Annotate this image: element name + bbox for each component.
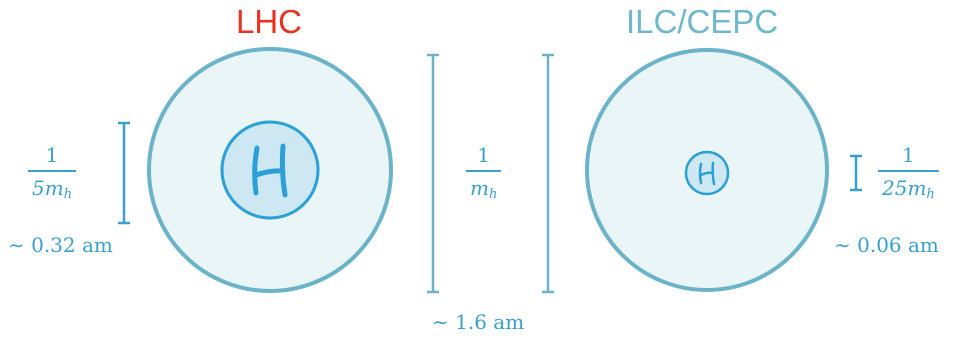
ilc-scale-label: ∼ 0.06 am [834,233,939,257]
center-fraction-bar [466,170,502,172]
ilc-scale-bar [850,154,862,192]
center-scale-bar-left [427,53,439,294]
center-fraction-denominator: mh [470,175,498,202]
center-fraction-numerator: 1 [477,143,491,167]
lhc-fraction-numerator: 1 [45,143,59,167]
lhc-size-fraction: 1 5mh [28,142,77,208]
ilc-higgs-h-icon [698,161,716,186]
lhc-scale-bar [118,121,130,225]
lhc-title: LHC [236,3,303,40]
lhc-fraction-denominator: 5mh [32,175,73,202]
center-scale-bar-right [542,53,554,294]
lhc-scale-label: ∼ 0.32 am [8,233,113,257]
ilc-fraction-bar [878,170,939,172]
ilc-fraction-numerator: 1 [902,143,915,167]
center-scale-label: ∼ 1.6 am [432,310,525,334]
center-size-fraction: 1 mh [466,142,502,208]
ilc-cepc-title: ILC/CEPC [626,3,779,40]
lhc-higgs-h-icon [252,143,288,198]
ilc-fraction-denominator: 25mh [882,175,935,202]
ilc-size-fraction: 1 25mh [878,142,939,208]
lhc-fraction-bar [28,170,77,172]
